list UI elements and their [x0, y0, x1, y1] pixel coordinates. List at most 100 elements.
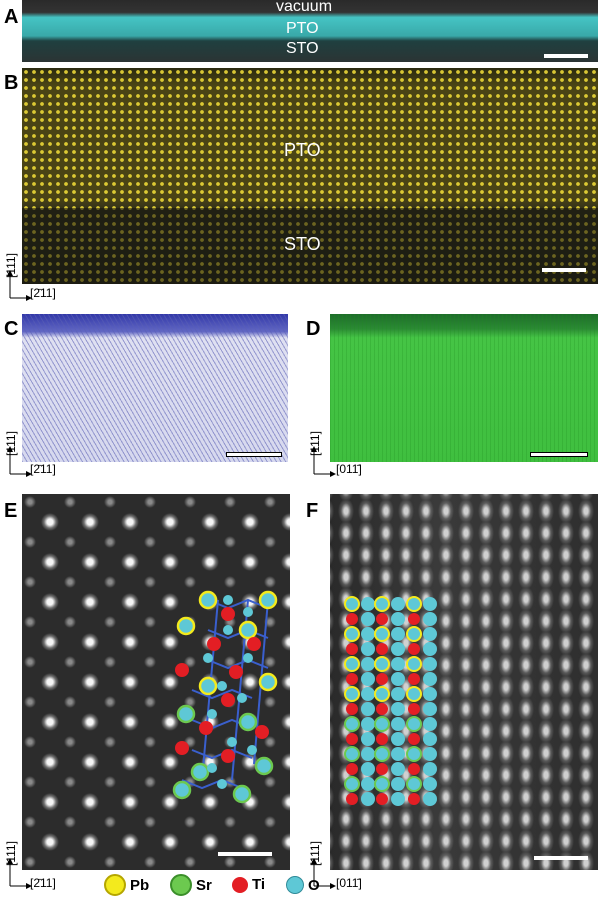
panel-letter-c: C [4, 318, 19, 340]
o-atom [391, 597, 405, 611]
legend-label-pb: Pb [130, 876, 150, 894]
legend-label-o: O [308, 876, 320, 894]
ti-atom [346, 643, 358, 655]
ti-atom [346, 733, 358, 745]
o-atom [361, 762, 375, 776]
o-atom [391, 732, 405, 746]
panel-a-image: vacuum PTO STO [22, 0, 598, 62]
o-atom [344, 686, 360, 702]
o-atom [423, 642, 437, 656]
o-atom [361, 717, 375, 731]
o-atom [344, 656, 360, 672]
ti-atom [346, 703, 358, 715]
o-atom [406, 686, 422, 702]
axis-arrows-e [7, 858, 32, 889]
o-atom [391, 657, 405, 671]
label-pto-b: PTO [284, 140, 321, 160]
panel-c-image [22, 314, 288, 462]
o-atom [361, 702, 375, 716]
ti-atom [408, 763, 420, 775]
o-atom [406, 626, 422, 642]
axis-arrows-c [7, 446, 32, 477]
ti-atom [408, 793, 420, 805]
scale-bar-b [542, 268, 586, 272]
o-atom [423, 732, 437, 746]
panel-e-image [22, 494, 290, 870]
ti-atom [376, 673, 388, 685]
o-atom [361, 627, 375, 641]
o-atom [374, 776, 390, 792]
panel-letter-d: D [306, 318, 321, 340]
ti-atom [346, 793, 358, 805]
axis-011-d: [011̄] [336, 462, 362, 476]
axis-211-e: [2̄11] [30, 876, 56, 890]
label-vacuum: vacuum [276, 0, 333, 15]
o-atom [406, 596, 422, 612]
axis-211-b: [2̄11] [30, 286, 56, 300]
ti-atom [376, 733, 388, 745]
panel-d-image [330, 314, 598, 462]
o-atom [344, 596, 360, 612]
o-atom [361, 597, 375, 611]
ti-atom [346, 613, 358, 625]
o-atom [406, 716, 422, 732]
o-atom [344, 746, 360, 762]
o-atom [423, 687, 437, 701]
ti-atom [408, 703, 420, 715]
pb-swatch-icon [104, 874, 126, 896]
scale-bar-d [530, 452, 588, 457]
o-atom [344, 626, 360, 642]
o-atom [361, 777, 375, 791]
axis-arrows-b [7, 270, 32, 301]
label-sto-a: STO [286, 40, 319, 57]
o-atom [374, 716, 390, 732]
o-atom [344, 776, 360, 792]
o-swatch-icon [286, 876, 304, 894]
o-atom [391, 642, 405, 656]
o-atom [391, 747, 405, 761]
o-atom [361, 732, 375, 746]
legend-sr: Sr [170, 874, 212, 896]
o-atom [423, 702, 437, 716]
sr-swatch-icon [170, 874, 192, 896]
ti-atom [376, 793, 388, 805]
ti-atom [376, 763, 388, 775]
o-atom [423, 792, 437, 806]
o-atom [361, 672, 375, 686]
ti-atom [376, 643, 388, 655]
panel-letter-b: B [4, 72, 19, 94]
o-atom [423, 657, 437, 671]
o-atom [423, 717, 437, 731]
o-atom [391, 717, 405, 731]
o-atom [406, 656, 422, 672]
o-atom [344, 716, 360, 732]
legend-label-sr: Sr [196, 876, 212, 894]
ti-atom [346, 763, 358, 775]
legend-label-ti: Ti [252, 876, 266, 893]
o-atom [423, 762, 437, 776]
o-atom [391, 627, 405, 641]
o-atom [374, 746, 390, 762]
o-atom [406, 776, 422, 792]
axis-arrows-d [311, 446, 336, 477]
scale-bar-c [226, 452, 282, 457]
o-atom [374, 686, 390, 702]
o-atom [423, 612, 437, 626]
panel-e-overlay [172, 590, 278, 804]
ti-atom [346, 673, 358, 685]
o-atom [423, 627, 437, 641]
axis-211-c: [2̄11] [30, 462, 56, 476]
o-atom [423, 597, 437, 611]
o-atom [361, 687, 375, 701]
o-atom [391, 762, 405, 776]
panel-letter-a: A [4, 6, 19, 28]
o-atom [374, 626, 390, 642]
legend-pb: Pb [104, 874, 149, 896]
o-atom [391, 702, 405, 716]
label-sto-b: STO [284, 234, 321, 254]
panel-f-image [330, 494, 598, 870]
o-atom [361, 642, 375, 656]
o-atom [361, 747, 375, 761]
ti-atom [408, 613, 420, 625]
o-atom [391, 777, 405, 791]
